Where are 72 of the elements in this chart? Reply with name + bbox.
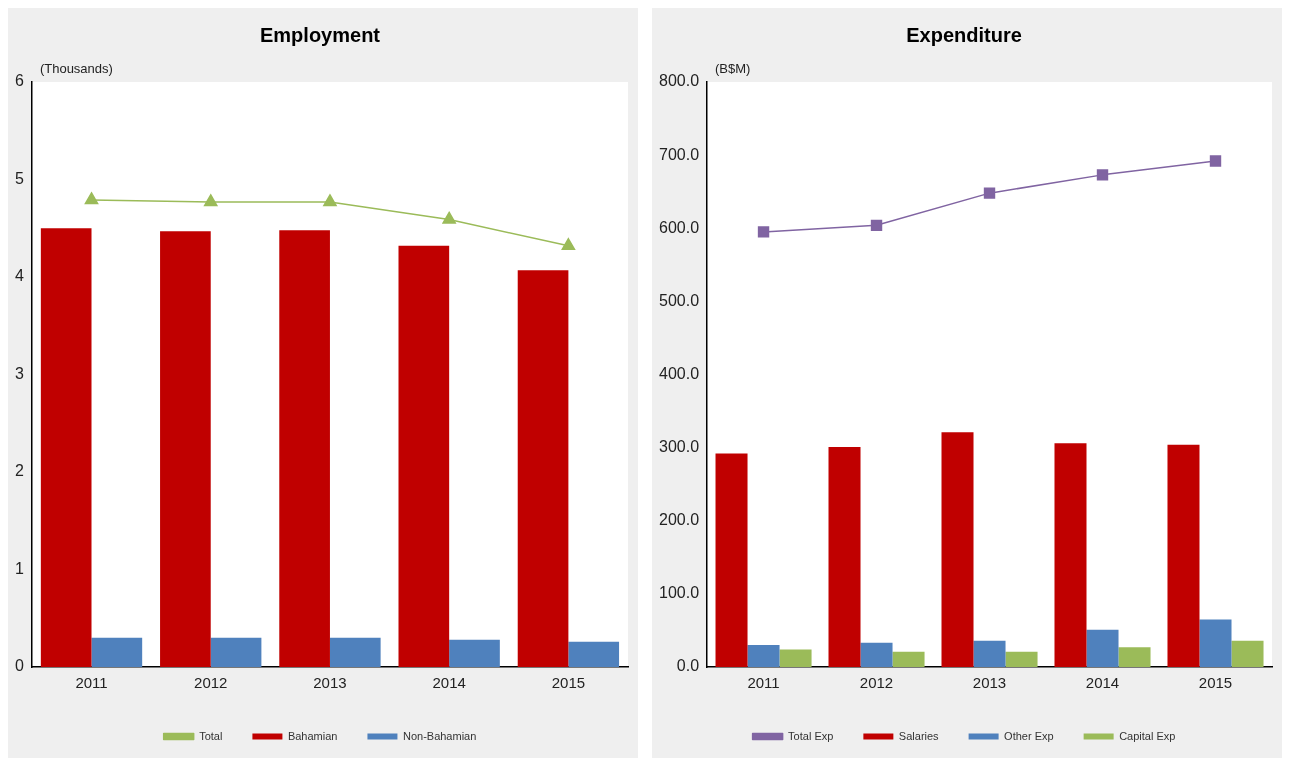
y-tick-label: 0 <box>14 657 24 675</box>
point <box>1096 169 1109 181</box>
bar <box>892 651 925 667</box>
bar <box>1199 619 1232 667</box>
x-tick-label: 2015 <box>551 674 586 692</box>
y-tick-label: 500.0 <box>658 291 700 309</box>
x-tick-label: 2014 <box>1085 674 1120 692</box>
bar <box>828 446 861 667</box>
y-tick-label: 1 <box>14 559 24 577</box>
x-tick-label: 2011 <box>75 674 108 692</box>
bar <box>568 641 620 667</box>
bar <box>941 432 974 667</box>
y-axis-title: (Thousands) <box>39 61 113 77</box>
y-tick-label: 100.0 <box>658 584 700 602</box>
bar <box>40 228 92 667</box>
chart-title: Expenditure <box>906 23 1022 46</box>
legend-label: Total <box>199 729 223 742</box>
chart-title: Employment <box>259 23 381 46</box>
point <box>203 194 218 207</box>
y-tick-label: 600.0 <box>658 218 700 236</box>
x-tick-label: 2011 <box>747 674 780 692</box>
bar <box>91 637 143 667</box>
legend-label: Non-Bahamian <box>402 729 477 742</box>
y-tick-label: 300.0 <box>658 438 700 456</box>
y-tick-label: 800.0 <box>658 72 700 90</box>
legend-label: Other Exp <box>1004 729 1054 742</box>
point <box>323 194 337 207</box>
bar <box>1118 647 1151 667</box>
y-tick-label: 700.0 <box>658 145 700 163</box>
x-tick-label: 2012 <box>859 674 894 692</box>
x-tick-label: 2012 <box>194 674 228 692</box>
bar <box>860 642 893 667</box>
y-tick-label: 4 <box>14 267 24 285</box>
y-tick-label: 5 <box>14 169 24 187</box>
bar <box>779 649 812 667</box>
bar <box>160 231 211 667</box>
x-tick-label: 2013 <box>313 674 347 692</box>
point <box>983 187 996 199</box>
x-tick-label: 2014 <box>432 674 466 692</box>
legend-label: Total Exp <box>788 729 834 742</box>
legend-label: Salaries <box>898 729 940 742</box>
bar <box>1005 651 1038 667</box>
y-axis-title: (B$M) <box>715 61 751 77</box>
x-tick-label: 2013 <box>972 674 1007 692</box>
bar <box>398 245 450 667</box>
legend-label: Bahamian <box>287 729 338 742</box>
y-tick-label: 3 <box>14 364 24 382</box>
point <box>757 226 770 238</box>
bar <box>1086 629 1119 667</box>
y-tick-label: 400.0 <box>658 364 700 382</box>
bar <box>1054 443 1087 667</box>
point <box>1209 155 1222 167</box>
point <box>561 238 576 251</box>
bar <box>329 637 381 667</box>
bar <box>1167 444 1200 667</box>
bar <box>1231 640 1264 667</box>
y-tick-label: 6 <box>14 72 24 90</box>
point <box>870 219 883 232</box>
bar <box>973 640 1006 667</box>
bar <box>210 637 262 667</box>
bar <box>715 453 748 667</box>
bar <box>517 270 569 667</box>
bar <box>279 230 330 667</box>
bar <box>747 645 780 667</box>
x-tick-label: 2015 <box>1198 674 1233 692</box>
point <box>442 211 456 224</box>
bar <box>449 639 500 667</box>
legend-label: Capital Exp <box>1119 729 1176 742</box>
y-tick-label: 2 <box>14 462 24 480</box>
y-tick-label: 0.0 <box>676 657 700 675</box>
point <box>84 192 99 205</box>
y-tick-label: 200.0 <box>658 511 700 529</box>
